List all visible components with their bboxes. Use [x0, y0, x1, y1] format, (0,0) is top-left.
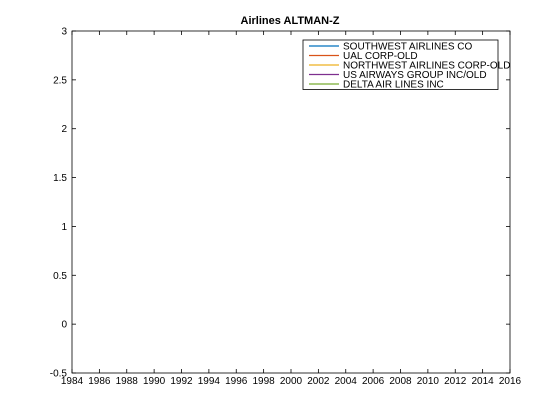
y-tick-label: 0	[61, 320, 67, 331]
y-tick-label: 2.5	[53, 75, 67, 86]
x-tick-label: 2008	[389, 376, 412, 387]
x-tick-label: 2010	[417, 376, 440, 387]
x-tick-label: 1998	[253, 376, 276, 387]
legend-label: NORTHWEST AIRLINES CORP-OLD	[343, 61, 510, 72]
x-tick-label: 1992	[170, 376, 193, 387]
x-tick-label: 2006	[362, 376, 385, 387]
y-tick-label: 1	[61, 222, 67, 233]
x-tick-label: 1986	[88, 376, 111, 387]
y-tick-label: 3	[61, 27, 67, 38]
y-tick-label: 1.5	[53, 173, 67, 184]
legend-label: US AIRWAYS GROUP INC/OLD	[343, 70, 487, 81]
x-tick-label: 1994	[198, 376, 221, 387]
legend-label: SOUTHWEST AIRLINES CO	[343, 42, 473, 53]
x-tick-label: 2014	[472, 376, 495, 387]
x-tick-label: 2000	[280, 376, 303, 387]
x-tick-label: 1988	[116, 376, 139, 387]
x-tick-label: 1996	[225, 376, 248, 387]
x-tick-label: 2004	[335, 376, 358, 387]
legend-label: UAL CORP-OLD	[343, 51, 418, 62]
y-tick-label: -0.5	[50, 369, 68, 380]
x-tick-label: 2012	[444, 376, 467, 387]
legend-label: DELTA AIR LINES INC	[343, 80, 444, 91]
x-tick-label: 1990	[143, 376, 166, 387]
axes: 1984 1986 1988 1990 1992 1994 1996 1998 2000 2002…	[50, 27, 522, 388]
y-tick-label: 0.5	[53, 271, 67, 282]
y-tick-label: 2	[61, 124, 67, 135]
chart-title: Airlines ALTMAN-Z	[241, 15, 340, 27]
x-tick-label: 2002	[307, 376, 330, 387]
x-tick-label: 2016	[499, 376, 522, 387]
x-tick-label: 1984	[61, 376, 84, 387]
